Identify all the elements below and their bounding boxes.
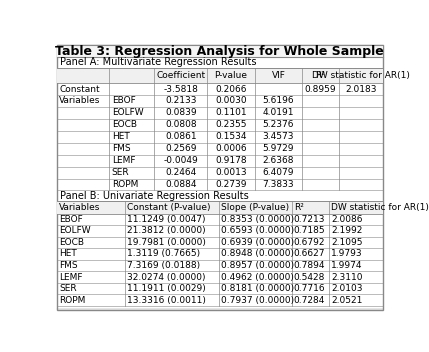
Text: 2.0086: 2.0086: [331, 215, 363, 224]
Text: LEMF: LEMF: [112, 156, 135, 165]
Text: EOCB: EOCB: [59, 238, 84, 247]
Text: DW statistic for AR(1): DW statistic for AR(1): [312, 71, 410, 80]
Bar: [57, 201, 383, 214]
Text: Variables: Variables: [59, 96, 100, 106]
Text: R²: R²: [294, 203, 304, 212]
Text: P-value: P-value: [214, 71, 248, 80]
Text: 2.6368: 2.6368: [263, 156, 294, 165]
Text: Variables: Variables: [59, 203, 100, 212]
Text: 13.3316 (0.0011): 13.3316 (0.0011): [127, 296, 206, 305]
Text: 19.7981 (0.0000): 19.7981 (0.0000): [127, 238, 206, 247]
Text: 1.9793: 1.9793: [331, 250, 363, 258]
Text: 3.4573: 3.4573: [263, 132, 294, 141]
Text: Table 3: Regression Analysis for Whole Sample: Table 3: Regression Analysis for Whole S…: [55, 45, 384, 58]
Text: 0.7284: 0.7284: [294, 296, 325, 305]
Text: 4.0191: 4.0191: [263, 108, 294, 117]
Text: 0.0808: 0.0808: [165, 120, 196, 129]
Text: 21.3812 (0.0000): 21.3812 (0.0000): [127, 226, 206, 235]
Text: 0.6593 (0.0000): 0.6593 (0.0000): [221, 226, 294, 235]
Text: 6.4079: 6.4079: [263, 168, 294, 177]
Text: 0.2464: 0.2464: [165, 168, 196, 177]
Text: 0.6627: 0.6627: [294, 250, 325, 258]
Bar: [57, 45, 383, 57]
Text: EOLFW: EOLFW: [112, 108, 143, 117]
Text: R²: R²: [315, 71, 325, 80]
Text: 0.6792: 0.6792: [294, 238, 325, 247]
Text: 0.6939 (0.0000): 0.6939 (0.0000): [221, 238, 294, 247]
Text: 5.9729: 5.9729: [263, 144, 294, 153]
Text: DW statistic for AR(1): DW statistic for AR(1): [331, 203, 429, 212]
Text: 0.4962 (0.0000): 0.4962 (0.0000): [221, 272, 294, 282]
Text: HET: HET: [59, 250, 77, 258]
Text: 1.3119 (0.7665): 1.3119 (0.7665): [127, 250, 200, 258]
Text: 0.0839: 0.0839: [165, 108, 196, 117]
Text: Slope (P-value): Slope (P-value): [221, 203, 289, 212]
Text: 0.7213: 0.7213: [294, 215, 325, 224]
Text: 0.2355: 0.2355: [215, 120, 247, 129]
Text: 5.6196: 5.6196: [263, 96, 294, 106]
Text: EBOF: EBOF: [59, 215, 83, 224]
Text: 0.8948 (0.0000): 0.8948 (0.0000): [221, 250, 294, 258]
Text: 2.0103: 2.0103: [331, 284, 363, 293]
Text: 0.1534: 0.1534: [215, 132, 247, 141]
Text: 2.0521: 2.0521: [331, 296, 363, 305]
Text: HET: HET: [112, 132, 130, 141]
Text: 0.7185: 0.7185: [294, 226, 326, 235]
Text: 0.9178: 0.9178: [215, 156, 247, 165]
Text: 0.1101: 0.1101: [215, 108, 247, 117]
Text: EBOF: EBOF: [112, 96, 136, 106]
Text: 0.8959: 0.8959: [305, 84, 336, 94]
Text: Panel A: Multivariate Regression Results: Panel A: Multivariate Regression Results: [60, 57, 256, 67]
Text: 0.0006: 0.0006: [215, 144, 247, 153]
Text: 11.1911 (0.0029): 11.1911 (0.0029): [127, 284, 206, 293]
Text: 2.1992: 2.1992: [331, 226, 363, 235]
Text: SER: SER: [59, 284, 77, 293]
Text: -0.0049: -0.0049: [163, 156, 198, 165]
Text: 0.0884: 0.0884: [165, 180, 196, 189]
Text: EOLFW: EOLFW: [59, 226, 91, 235]
Text: 7.3169 (0.0188): 7.3169 (0.0188): [127, 261, 200, 270]
Text: 32.0274 (0.0000): 32.0274 (0.0000): [127, 272, 206, 282]
Text: 1.9974: 1.9974: [331, 261, 363, 270]
Text: 0.2066: 0.2066: [215, 84, 247, 94]
Text: Coefficient: Coefficient: [156, 71, 205, 80]
Text: 2.1095: 2.1095: [331, 238, 363, 247]
Text: FMS: FMS: [112, 144, 130, 153]
Text: 2.0183: 2.0183: [345, 84, 377, 94]
Text: 0.2569: 0.2569: [165, 144, 196, 153]
Text: 0.7716: 0.7716: [294, 284, 326, 293]
Text: 0.2133: 0.2133: [165, 96, 196, 106]
Text: Constant: Constant: [59, 84, 100, 94]
Text: -3.5818: -3.5818: [163, 84, 198, 94]
Text: Constant (P-value): Constant (P-value): [127, 203, 211, 212]
Text: 0.8957 (0.0000): 0.8957 (0.0000): [221, 261, 294, 270]
Text: ROPM: ROPM: [112, 180, 138, 189]
Text: VIF: VIF: [272, 71, 285, 80]
Text: Panel B: Univariate Regression Results: Panel B: Univariate Regression Results: [60, 191, 248, 201]
Text: 0.0013: 0.0013: [215, 168, 247, 177]
Text: FMS: FMS: [59, 261, 78, 270]
Text: 7.3833: 7.3833: [263, 180, 294, 189]
Text: 11.1249 (0.0047): 11.1249 (0.0047): [127, 215, 206, 224]
Bar: [57, 68, 383, 83]
Text: 2.3110: 2.3110: [331, 272, 363, 282]
Text: 0.2739: 0.2739: [215, 180, 247, 189]
Text: 0.0030: 0.0030: [215, 96, 247, 106]
Text: 0.0861: 0.0861: [165, 132, 196, 141]
Text: 0.7937 (0.0000): 0.7937 (0.0000): [221, 296, 294, 305]
Text: 0.5428: 0.5428: [294, 272, 325, 282]
Text: 0.8181 (0.0000): 0.8181 (0.0000): [221, 284, 294, 293]
Text: ROPM: ROPM: [59, 296, 85, 305]
Text: 0.7894: 0.7894: [294, 261, 325, 270]
Text: 0.8353 (0.0000): 0.8353 (0.0000): [221, 215, 294, 224]
Text: EOCB: EOCB: [112, 120, 137, 129]
Text: 5.2376: 5.2376: [263, 120, 294, 129]
Text: SER: SER: [112, 168, 130, 177]
Text: LEMF: LEMF: [59, 272, 82, 282]
